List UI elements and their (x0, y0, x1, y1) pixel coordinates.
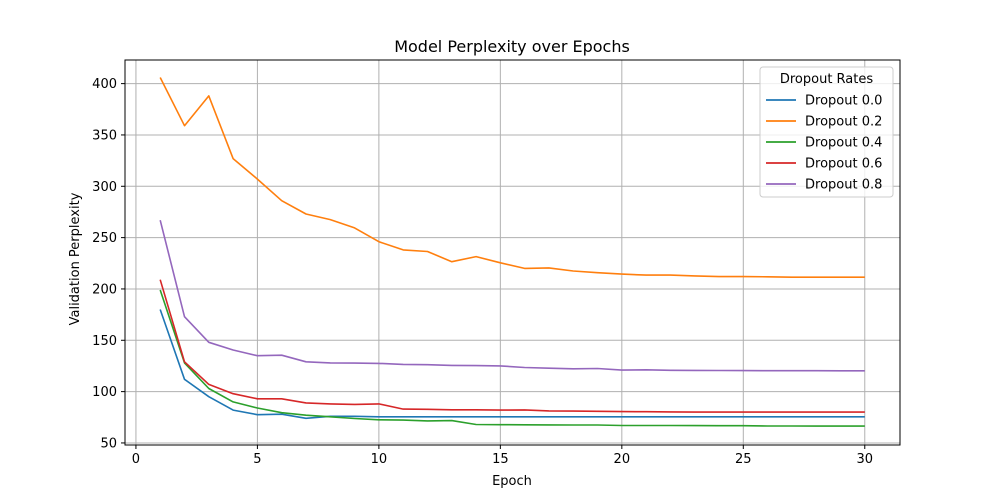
x-tick-label: 5 (253, 452, 261, 467)
series-line-0 (159, 309, 865, 420)
x-axis: 0 5 10 15 20 25 30 (132, 445, 873, 467)
legend: Dropout Rates Dropout 0.0 Dropout 0.2 Drop… (759, 66, 894, 198)
y-axis-label: Validation Perplexity (68, 192, 83, 325)
y-tick-label: 300 (92, 180, 117, 195)
x-tick-label: 10 (371, 452, 388, 467)
x-tick-label: 15 (492, 452, 509, 467)
y-tick-label: 200 (92, 282, 117, 297)
chart-title: Model Perplexity over Epochs (394, 37, 630, 56)
y-tick-label: 150 (92, 334, 117, 349)
y-tick-label: 250 (92, 231, 117, 246)
series-lines (159, 77, 865, 427)
x-axis-label: Epoch (492, 474, 532, 489)
y-axis: 50 100 150 200 250 300 350 400 (92, 77, 125, 451)
y-tick-label: 350 (92, 128, 117, 143)
y-tick-label: 100 (92, 385, 117, 400)
series-line-2 (159, 289, 865, 427)
x-tick-label: 20 (614, 452, 631, 467)
series-line-1 (159, 77, 865, 279)
legend-label: Dropout 0.6 (805, 157, 882, 172)
legend-label: Dropout 0.4 (805, 136, 882, 151)
legend-label: Dropout 0.0 (805, 94, 882, 109)
y-tick-label: 50 (100, 436, 117, 451)
x-tick-label: 30 (856, 452, 873, 467)
x-tick-label: 25 (735, 452, 752, 467)
series-line-3 (159, 279, 865, 413)
legend-label: Dropout 0.8 (805, 178, 882, 193)
plot-frame (124, 59, 901, 446)
y-tick-label: 400 (92, 77, 117, 92)
series-line-4 (159, 220, 865, 372)
legend-label: Dropout 0.2 (805, 115, 882, 130)
legend-title: Dropout Rates (780, 72, 874, 87)
x-tick-label: 0 (132, 452, 140, 467)
